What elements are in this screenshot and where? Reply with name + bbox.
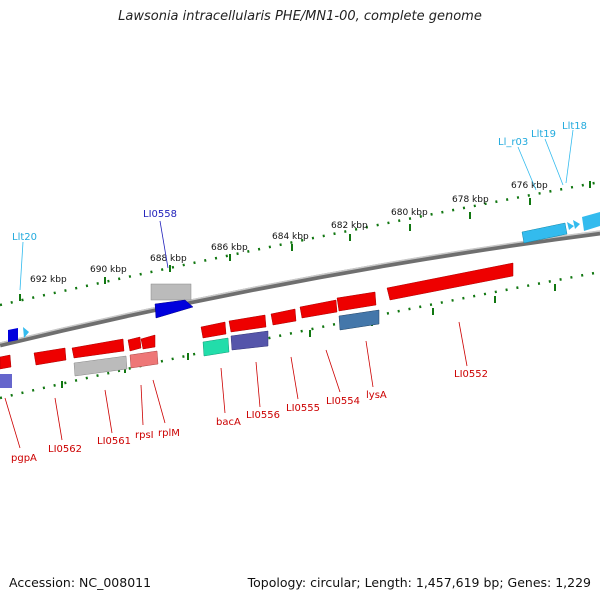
feature-ribosomal-band[interactable] [129, 350, 159, 369]
map-title: Lawsonia intracellularis PHE/MN1-00, com… [118, 9, 482, 24]
scale-label: 682 kbp [331, 221, 368, 231]
label-rpsl[interactable]: rpsI [135, 430, 154, 441]
gene-baca-arrow[interactable] [200, 321, 227, 339]
label-pgpa[interactable]: pgpA [11, 453, 37, 464]
feature-li0558-gray[interactable] [150, 283, 192, 301]
feature-li0561-gray[interactable] [73, 355, 128, 377]
label-li0552[interactable]: LI0552 [454, 369, 488, 380]
scale-label: 678 kbp [452, 195, 489, 205]
scale-label: 686 kbp [211, 243, 248, 253]
footer-accession: Accession: NC_008011 [9, 575, 152, 590]
genome-backbone [0, 230, 600, 348]
inner-scale-ring [0, 270, 600, 400]
feature-rna-small-1[interactable] [567, 222, 574, 230]
leader-lines [4, 129, 574, 449]
label-li0558[interactable]: LI0558 [143, 209, 177, 220]
label-rplm[interactable]: rplM [158, 428, 180, 439]
scale-label: 684 kbp [272, 232, 309, 242]
label-lysa[interactable]: lysA [366, 390, 387, 401]
scale-label: 676 kbp [511, 181, 548, 191]
gene-li0554-arrow[interactable] [299, 299, 338, 319]
feature-pgpa-band[interactable] [0, 374, 12, 388]
gene-li0561-arrow[interactable] [71, 338, 125, 359]
gene-li0556-arrow[interactable] [228, 314, 267, 333]
scale-label: 690 kbp [90, 265, 127, 275]
footer-topology: Topology: circular; Length: 1,457,619 bp… [247, 575, 591, 590]
gene-lysa-arrow[interactable] [336, 291, 377, 312]
gene-rplm-arrow[interactable] [140, 334, 156, 350]
outer-major-ticks [19, 181, 591, 301]
feature-rna-small-2[interactable] [573, 220, 580, 229]
forward-features [0, 262, 514, 370]
label-li0555[interactable]: LI0555 [286, 403, 320, 414]
gene-li0555-arrow[interactable] [270, 308, 297, 326]
gene-li0552-arrow[interactable] [386, 262, 514, 301]
scale-label: 692 kbp [30, 275, 67, 285]
gene-li0558-arrow[interactable] [154, 299, 194, 319]
label-llt19[interactable]: Llt19 [531, 129, 556, 140]
feature-baca-band[interactable] [202, 337, 230, 357]
gene-li0562-arrow[interactable] [33, 347, 67, 366]
gene-rpsl-arrow[interactable] [127, 336, 142, 352]
gene-pgpa-arrow[interactable] [0, 354, 12, 370]
label-llt18[interactable]: Llt18 [562, 121, 587, 132]
label-llt20[interactable]: Llt20 [12, 232, 37, 243]
feature-llt20-small-arrow[interactable] [23, 327, 29, 338]
label-li0561[interactable]: LI0561 [97, 436, 131, 447]
label-li0554[interactable]: LI0554 [326, 396, 360, 407]
feature-rna-cluster[interactable] [521, 222, 568, 244]
label-li0556[interactable]: LI0556 [246, 410, 280, 421]
feature-li0556-band[interactable] [230, 330, 269, 351]
label-li0562[interactable]: LI0562 [48, 444, 82, 455]
scale-label: 680 kbp [391, 208, 428, 218]
feature-rna-edge[interactable] [582, 212, 600, 231]
feature-lysa-band[interactable] [338, 309, 380, 331]
label-ll-r03[interactable]: Ll_r03 [498, 137, 528, 148]
label-baca[interactable]: bacA [216, 417, 241, 428]
feature-llt20-arrow[interactable] [8, 328, 18, 342]
scale-label: 688 kbp [150, 254, 187, 264]
secondary-features [0, 212, 600, 388]
